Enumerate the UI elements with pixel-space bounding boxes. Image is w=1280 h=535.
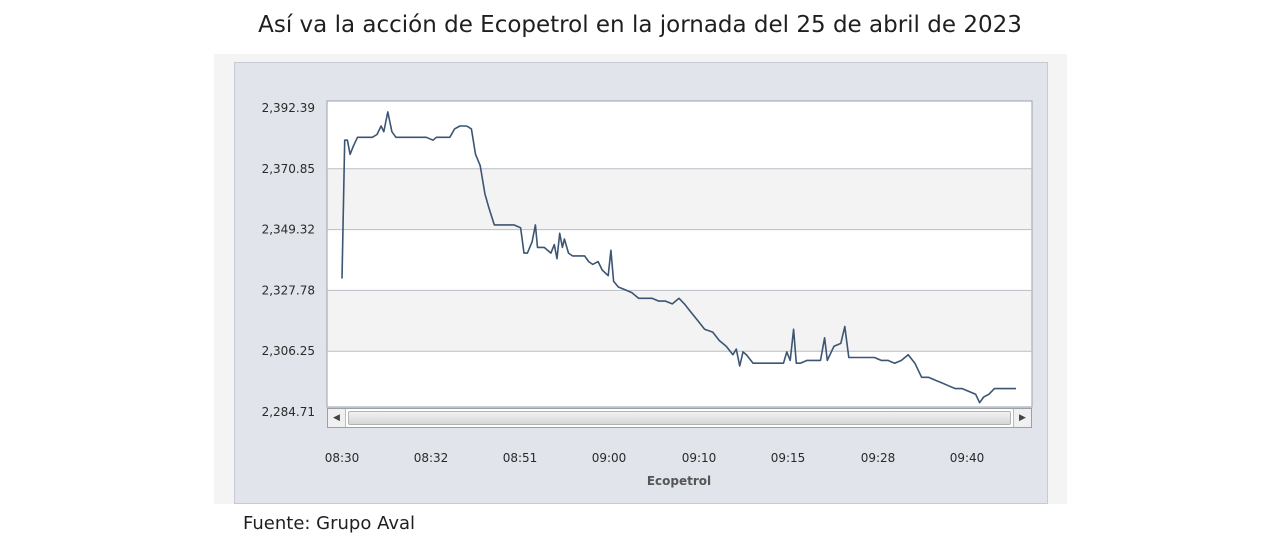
x-tick-label: 09:00 bbox=[592, 451, 627, 465]
chart-title: Así va la acción de Ecopetrol en la jorn… bbox=[258, 12, 1022, 38]
source-note: Fuente: Grupo Aval bbox=[243, 513, 416, 534]
x-tick-label: 09:15 bbox=[771, 451, 806, 465]
scroll-thumb[interactable] bbox=[348, 411, 1011, 425]
x-tick-label: 08:32 bbox=[414, 451, 449, 465]
scroll-left-button[interactable]: ◀ bbox=[328, 409, 346, 427]
series-line-ecopetrol bbox=[341, 111, 1016, 404]
x-tick-label: 09:28 bbox=[861, 451, 896, 465]
y-tick-label: 2,392.39 bbox=[262, 101, 315, 115]
scroll-right-button[interactable]: ▶ bbox=[1013, 409, 1031, 427]
x-axis-ticks: 08:30 08:32 08:51 09:00 09:10 09:15 09:28 09:40 bbox=[325, 451, 985, 465]
gridlines bbox=[327, 168, 1032, 352]
x-tick-label: 08:30 bbox=[325, 451, 360, 465]
grid-band bbox=[327, 290, 1032, 352]
grid-band bbox=[327, 168, 1032, 230]
x-tick-label: 08:51 bbox=[503, 451, 538, 465]
y-tick-label: 2,284.71 bbox=[262, 405, 315, 419]
y-tick-label: 2,306.25 bbox=[262, 344, 315, 358]
grid-bands bbox=[327, 168, 1032, 352]
y-tick-label: 2,327.78 bbox=[262, 283, 315, 297]
plot-area bbox=[326, 100, 1033, 408]
x-tick-label: 09:40 bbox=[950, 451, 985, 465]
y-axis-ticks: 2,392.39 2,370.85 2,349.32 2,327.78 2,306.25… bbox=[262, 101, 315, 419]
chart-scrollbar[interactable]: ◀ ▶ bbox=[327, 408, 1032, 428]
x-tick-label: 09:10 bbox=[682, 451, 717, 465]
y-tick-label: 2,349.32 bbox=[262, 223, 315, 237]
y-tick-label: 2,370.85 bbox=[262, 162, 315, 176]
x-axis-title: Ecopetrol bbox=[647, 474, 711, 488]
